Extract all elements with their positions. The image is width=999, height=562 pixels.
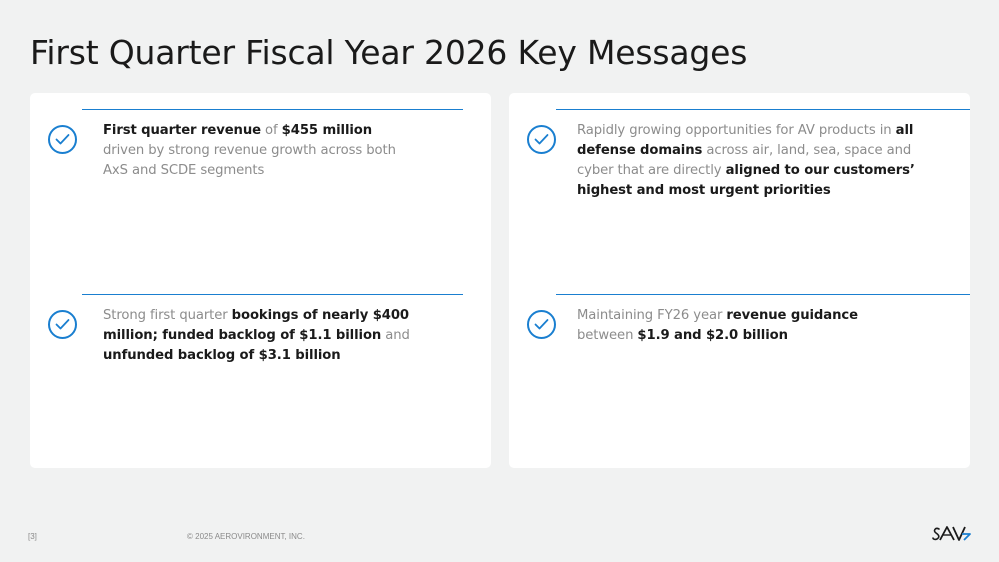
- divider-line: [82, 109, 463, 110]
- check-circle-icon: [527, 310, 556, 339]
- av-logo: AV: [932, 524, 972, 544]
- right-panel: Rapidly growing opportunities for AV pro…: [509, 93, 970, 468]
- divider-line: [556, 294, 970, 295]
- check-circle-icon: [48, 125, 77, 154]
- message-text: First quarter revenue of $455 million dr…: [103, 123, 396, 178]
- divider-line: [556, 109, 970, 110]
- slide-title: First Quarter Fiscal Year 2026 Key Messa…: [30, 33, 748, 72]
- page-number: [3]: [28, 532, 37, 541]
- message-text: Strong first quarter bookings of nearly …: [103, 308, 410, 363]
- message-text: Rapidly growing opportunities for AV pro…: [577, 123, 915, 198]
- copyright-notice: © 2025 AEROVIRONMENT, INC.: [187, 532, 305, 541]
- divider-line: [82, 294, 463, 295]
- message-text: Maintaining FY26 year revenue guidance b…: [577, 308, 858, 343]
- check-circle-icon: [527, 125, 556, 154]
- left-panel: First quarter revenue of $455 million dr…: [30, 93, 491, 468]
- check-circle-icon: [48, 310, 77, 339]
